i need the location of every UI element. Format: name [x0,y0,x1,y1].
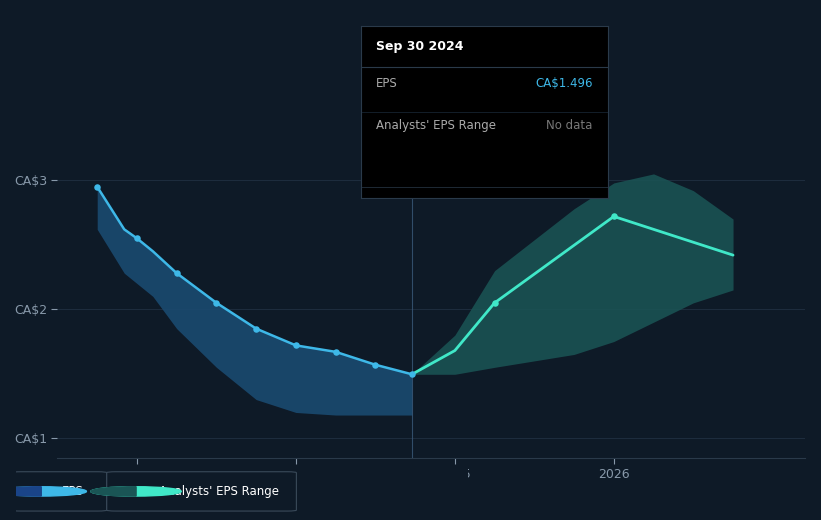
Point [210,298,223,307]
Text: Actual: Actual [369,154,406,167]
Point [289,341,302,349]
Point [170,269,183,277]
Text: Sep 30 2024: Sep 30 2024 [376,40,464,53]
Point [369,360,382,369]
FancyBboxPatch shape [11,472,107,511]
Text: Analysts Forecasts: Analysts Forecasts [419,154,528,167]
Wedge shape [91,487,136,496]
Point [608,212,621,220]
Text: No data: No data [547,119,593,132]
Text: EPS: EPS [62,485,83,498]
Text: CA$1.496: CA$1.496 [535,77,593,90]
Circle shape [91,487,181,496]
Point [488,298,501,307]
Point [329,348,342,356]
FancyBboxPatch shape [107,472,296,511]
Text: EPS: EPS [376,77,397,90]
Wedge shape [0,487,41,496]
Point [250,324,263,333]
Point [90,183,103,191]
Point [406,370,419,379]
Point [131,234,144,242]
Circle shape [0,487,86,496]
Text: Analysts' EPS Range: Analysts' EPS Range [158,485,278,498]
Text: Analysts' EPS Range: Analysts' EPS Range [376,119,496,132]
